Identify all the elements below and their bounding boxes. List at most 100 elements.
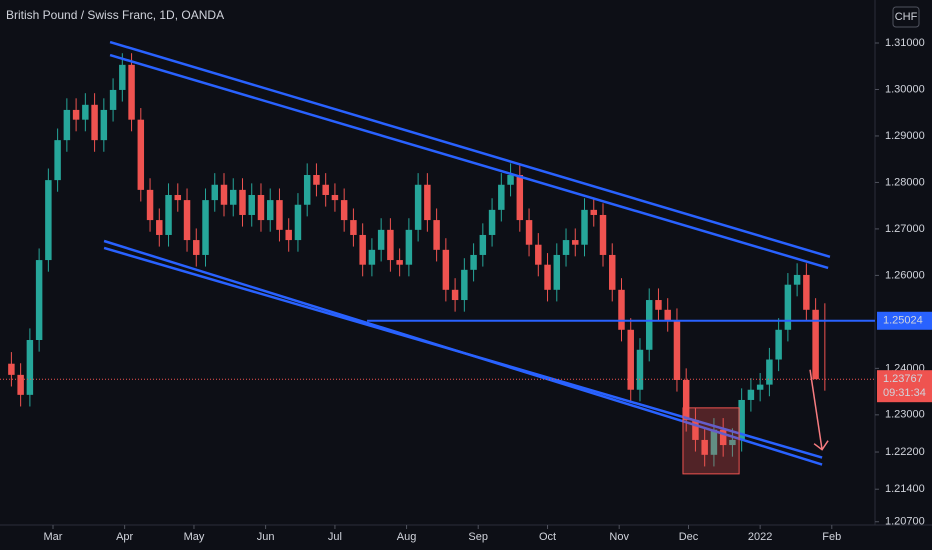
candle-body: [461, 269, 468, 301]
last-price-bg: [877, 370, 932, 403]
x-tick-label: Jul: [328, 531, 342, 543]
candle-body: [146, 189, 154, 221]
candle-body: [488, 209, 496, 235]
candle-body: [756, 384, 764, 390]
trendline: [103, 246, 823, 459]
candle-body: [45, 180, 52, 261]
candle-body: [313, 175, 320, 185]
candle-body: [498, 184, 505, 210]
trendline: [109, 40, 831, 259]
candle-body: [276, 200, 283, 230]
x-tick-label: May: [184, 531, 205, 543]
y-tick-label: 1.31000: [885, 37, 925, 49]
candle-body: [285, 229, 292, 241]
y-tick-label: 1.21400: [885, 483, 925, 495]
box: [682, 407, 740, 475]
candle-body: [109, 89, 117, 110]
y-tick-label: 1.20700: [885, 516, 925, 528]
candle-body: [322, 184, 329, 195]
candle-body: [414, 184, 422, 230]
candle-body: [424, 184, 431, 221]
candle-body: [590, 209, 597, 215]
currency-button[interactable]: [892, 6, 920, 28]
candle-body: [692, 419, 699, 440]
candle-body: [54, 140, 61, 181]
candle-body: [525, 220, 533, 245]
candle-body: [266, 200, 274, 221]
candle-body: [165, 194, 172, 235]
candle-body: [599, 214, 607, 255]
candle-body: [91, 104, 98, 141]
candle-body: [636, 349, 644, 390]
candle-body: [193, 240, 200, 255]
candle-body: [729, 439, 736, 446]
arrow-head: [813, 440, 829, 451]
candle-body: [645, 300, 653, 350]
candle-body: [26, 340, 34, 395]
candle-body: [257, 194, 265, 221]
candle-body: [701, 439, 708, 455]
candle-body: [775, 329, 782, 360]
chart-title: British Pound / Swiss Franc, 1D, OANDA: [6, 8, 224, 22]
candle-body: [682, 379, 690, 420]
candle-body: [72, 109, 80, 120]
currency-label[interactable]: CHF: [895, 11, 918, 23]
candle-body: [516, 175, 524, 221]
candle-body: [507, 175, 514, 185]
candle-body: [627, 329, 634, 390]
candle-body: [544, 264, 551, 290]
y-tick-label: 1.23000: [885, 409, 925, 421]
x-tick-label: Dec: [679, 531, 699, 543]
candle-body: [100, 109, 108, 141]
candle-body: [350, 220, 357, 235]
y-tick-label: 1.27000: [885, 223, 925, 235]
candle-body: [128, 64, 135, 120]
candle-body: [581, 209, 588, 245]
y-tick-label: 1.22200: [885, 446, 925, 458]
x-tick-label: Oct: [539, 531, 556, 543]
x-tick-label: 2022: [748, 531, 772, 543]
candle-body: [784, 284, 792, 330]
candle-body: [174, 194, 182, 201]
y-tick-label: 1.29000: [885, 130, 925, 142]
candle-body: [303, 175, 311, 205]
arrow: [809, 369, 823, 450]
level-label: 1.25024: [883, 315, 923, 327]
candle-body: [35, 260, 43, 341]
candle-body: [340, 200, 348, 221]
candle-body: [220, 184, 228, 205]
candle-body: [433, 220, 440, 250]
candle-body: [738, 399, 745, 440]
candle-body: [470, 254, 477, 270]
candle-body: [572, 240, 579, 245]
candle-body: [156, 220, 163, 235]
candle-body: [377, 229, 385, 250]
candle-body: [442, 249, 450, 290]
candle-body: [719, 429, 727, 446]
candle-body: [248, 194, 255, 215]
x-tick-label: Feb: [822, 531, 841, 543]
x-tick-label: Aug: [397, 531, 417, 543]
candle-body: [710, 429, 718, 455]
x-tick-label: Mar: [44, 531, 63, 543]
candle-body: [368, 249, 376, 265]
candle-body: [673, 320, 681, 380]
candle-body: [387, 229, 394, 261]
candle-body: [812, 309, 819, 380]
candle-body: [63, 109, 71, 141]
candle-body: [664, 309, 671, 321]
level-label-bg: [877, 311, 932, 330]
candle-body: [359, 234, 366, 265]
candle-body: [137, 119, 145, 190]
candle-body: [618, 289, 625, 330]
x-tick-label: Sep: [468, 531, 488, 543]
candle-body: [8, 363, 15, 375]
candle-body: [451, 289, 459, 301]
candle-body: [479, 234, 487, 255]
candle-body: [183, 200, 191, 241]
x-tick-label: Jun: [257, 531, 275, 543]
candle-body: [553, 254, 561, 290]
trendline: [109, 53, 829, 270]
